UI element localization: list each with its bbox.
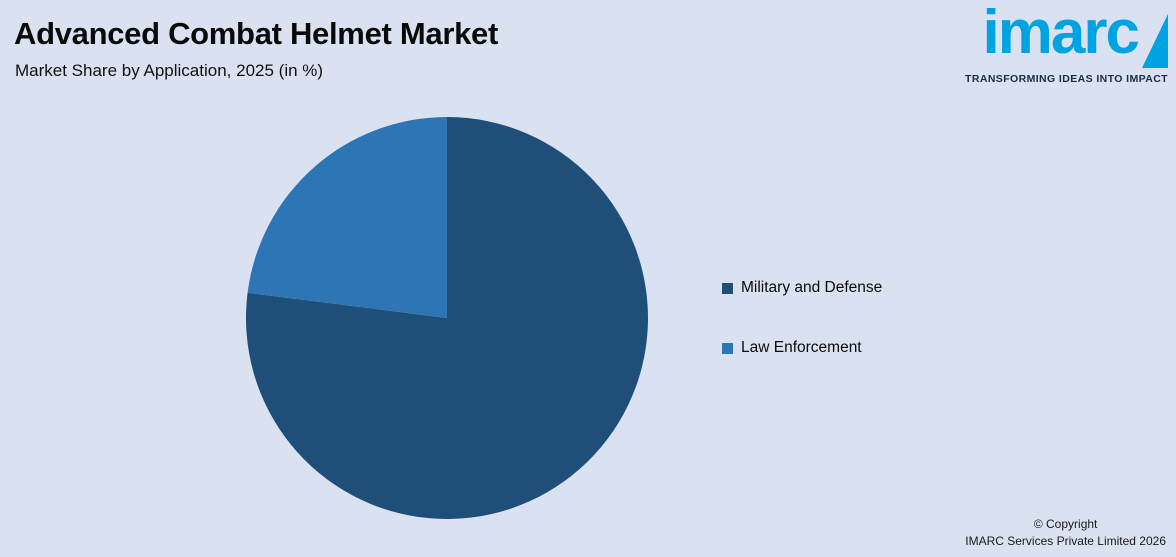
- copyright: © Copyright IMARC Services Private Limit…: [965, 516, 1166, 550]
- imarc-logo-triangle-icon: [1142, 14, 1168, 68]
- copyright-line1: © Copyright: [1033, 517, 1098, 531]
- legend-item-law-enforcement: Law Enforcement: [722, 339, 882, 357]
- copyright-line2: IMARC Services Private Limited 2026: [965, 534, 1166, 548]
- imarc-logo-row: imarc: [928, 0, 1168, 68]
- legend-label-military-and-defense: Military and Defense: [741, 279, 883, 296]
- imarc-logo: imarc TRANSFORMING IDEAS INTO IMPACT: [928, 0, 1168, 85]
- legend-swatch-law-enforcement: [722, 342, 733, 354]
- imarc-logo-wordmark: imarc: [982, 0, 1140, 67]
- legend-item-military-and-defense: Military and Defense: [722, 279, 882, 297]
- legend-label-law-enforcement: Law Enforcement: [741, 339, 862, 356]
- pie-slice-military-and-defense: [246, 117, 648, 519]
- legend-swatch-military-and-defense: [722, 282, 733, 294]
- pie-chart: [246, 117, 648, 519]
- imarc-logo-tagline: TRANSFORMING IDEAS INTO IMPACT: [965, 73, 1168, 85]
- chart-legend: Military and Defense Law Enforcement: [722, 279, 882, 399]
- page-subtitle: Market Share by Application, 2025 (in %): [15, 61, 324, 80]
- pie-slice-law-enforcement: [247, 117, 447, 318]
- imarc-logo-triangle-shape: [1142, 14, 1168, 68]
- page-title: Advanced Combat Helmet Market: [14, 16, 498, 51]
